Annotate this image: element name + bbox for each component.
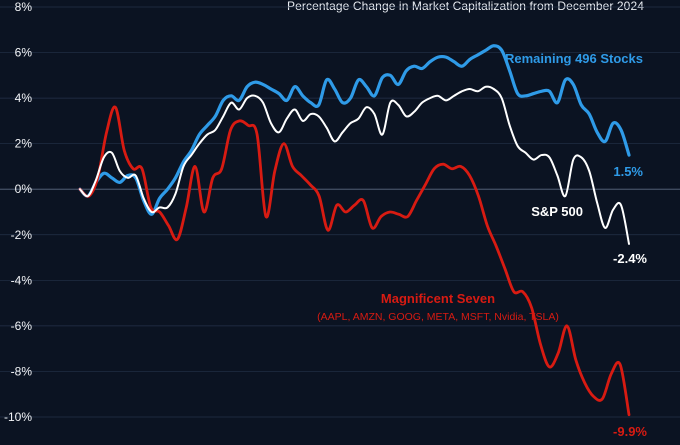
y-tick-label: -10% bbox=[4, 410, 32, 424]
y-axis-ticks: 8% 6% 4% 2% 0% -2% -4% -6% -8% -10% bbox=[4, 0, 32, 424]
series-line-remaining bbox=[78, 44, 631, 216]
y-tick-label: 2% bbox=[15, 137, 33, 151]
series-labels: Remaining 496 Stocks 1.5% S&P 500 -2.4% Magn… bbox=[317, 51, 647, 439]
series-line-mag7 bbox=[78, 105, 631, 417]
series-line-sp500 bbox=[79, 85, 630, 245]
series-name-sp500: S&P 500 bbox=[531, 204, 583, 219]
y-tick-label: 6% bbox=[15, 46, 33, 60]
chart-subtitle: Percentage Change in Market Capitalizati… bbox=[287, 0, 644, 13]
series-end-value-mag7: -9.9% bbox=[613, 424, 647, 439]
y-tick-label: 0% bbox=[15, 182, 33, 196]
series-end-value-remaining: 1.5% bbox=[613, 164, 643, 179]
y-tick-label: -6% bbox=[11, 319, 33, 333]
y-tick-label: -2% bbox=[11, 228, 33, 242]
y-tick-label: 4% bbox=[15, 91, 33, 105]
series-lines bbox=[78, 44, 631, 417]
y-tick-label: 8% bbox=[15, 0, 33, 14]
series-name-remaining: Remaining 496 Stocks bbox=[505, 51, 643, 66]
series-name-mag7: Magnificent Seven bbox=[381, 291, 495, 306]
y-tick-label: -8% bbox=[11, 364, 33, 378]
gridlines bbox=[0, 6, 680, 418]
series-name-sub-mag7: (AAPL, AMZN, GOOG, META, MSFT, Nvidia, T… bbox=[317, 311, 559, 323]
y-tick-label: -4% bbox=[11, 273, 33, 287]
series-end-value-sp500: -2.4% bbox=[613, 251, 647, 266]
